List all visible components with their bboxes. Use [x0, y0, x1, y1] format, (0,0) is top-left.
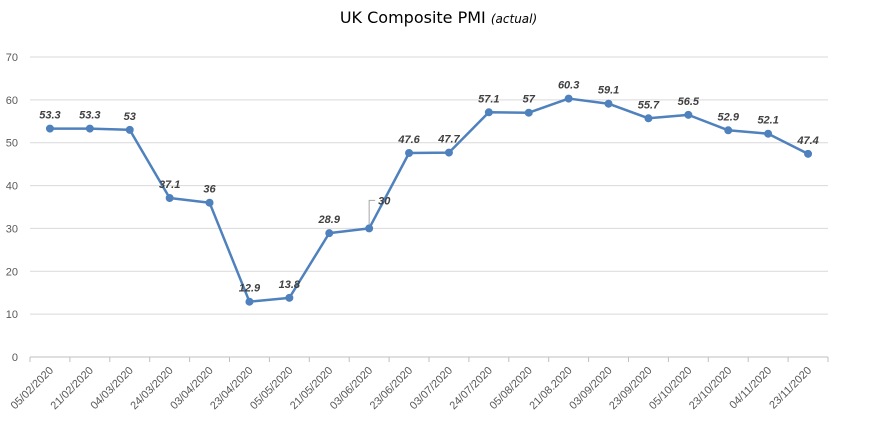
chart-title: UK Composite PMI (actual): [0, 8, 877, 27]
data-label: 36: [203, 184, 216, 196]
data-label: 56.5: [678, 96, 700, 108]
y-tick-label: 10: [6, 309, 18, 321]
data-label-leader: [368, 199, 376, 225]
data-point: [85, 124, 94, 133]
data-label: 13.8: [279, 279, 301, 291]
data-label: 53.3: [39, 110, 60, 122]
series: [45, 94, 813, 306]
data-point: [684, 110, 693, 119]
data-label: 47.7: [437, 134, 460, 146]
data-label: 57.1: [478, 93, 499, 105]
data-label: 12.9: [239, 283, 261, 295]
data-point: [644, 114, 653, 123]
data-label: 53: [124, 111, 136, 123]
y-tick-label: 50: [6, 138, 18, 150]
series-line: [49, 97, 809, 303]
data-point: [405, 149, 414, 157]
data-point: [764, 129, 773, 138]
data-point: [45, 124, 54, 133]
y-tick-label: 40: [6, 181, 18, 193]
x-tick-label: 23/11/2020: [767, 365, 814, 412]
axes: 01020304050607005/02/202021/02/202004/03…: [6, 52, 829, 412]
data-label: 52.9: [718, 111, 740, 123]
data-label: 37.1: [159, 179, 180, 191]
data-point: [524, 108, 533, 117]
data-label: 47.4: [796, 135, 818, 147]
data-label: 59.1: [598, 85, 619, 97]
data-point: [604, 99, 613, 108]
data-label: 60.3: [558, 80, 579, 92]
data-point: [325, 229, 334, 238]
data-point: [205, 198, 214, 207]
data-label: 53.3: [79, 110, 100, 122]
data-label: 30: [378, 195, 391, 207]
data-label: 52.1: [757, 115, 778, 127]
data-label: 57: [523, 94, 536, 106]
data-point: [125, 125, 134, 134]
data-point: [804, 149, 813, 158]
y-tick-label: 70: [6, 52, 18, 64]
y-tick-label: 30: [6, 223, 18, 235]
data-point: [165, 194, 174, 202]
data-labels: 53.3 53.3 53 37.1 36 12.9 13.8 28.9 30 47.6 47.7 57…: [39, 80, 819, 295]
data-point: [444, 148, 453, 157]
gridlines: [30, 56, 828, 315]
data-point: [365, 224, 374, 233]
data-label: 47.6: [397, 134, 420, 146]
chart-title-main: UK Composite PMI: [339, 8, 486, 27]
data-point: [724, 126, 733, 135]
data-point: [245, 297, 254, 306]
chart-subtitle: (actual): [490, 12, 538, 26]
data-point: [564, 94, 573, 103]
x-tick-label: 23/10/2020: [687, 365, 734, 412]
y-tick-label: 60: [6, 95, 18, 107]
data-point: [285, 293, 294, 302]
x-tick-label: 04/11/2020: [727, 365, 774, 412]
data-label: 28.9: [318, 214, 341, 226]
data-label: 55.7: [638, 99, 660, 111]
y-tick-label: 20: [6, 266, 18, 278]
data-point: [484, 108, 493, 117]
y-tick-label: 0: [12, 352, 18, 364]
